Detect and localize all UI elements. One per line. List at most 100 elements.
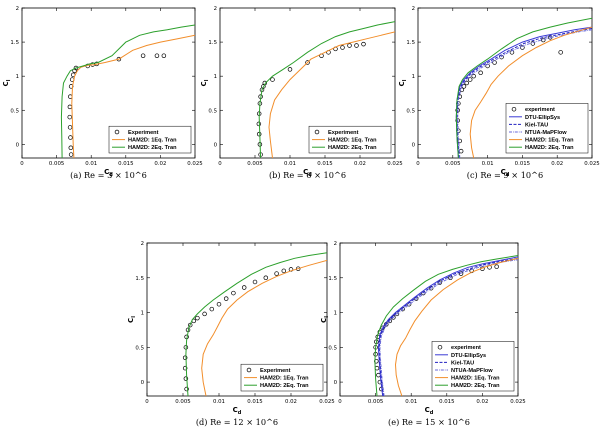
x-tick-label: 0.01	[482, 161, 494, 167]
caption: (a) Re = 3 × 10^6	[70, 170, 147, 180]
x-axis-label: Cd	[425, 406, 434, 416]
series-line-ham2d-1eq-tran	[469, 26, 592, 158]
series-group	[256, 21, 395, 158]
experiment-point	[340, 45, 345, 50]
y-axis-label: Cl	[320, 316, 330, 323]
y-tick-label: 0.5	[208, 108, 217, 114]
x-tick-label: 0.015	[118, 161, 133, 167]
y-axis-label-main: C	[200, 81, 208, 86]
experiment-point	[209, 306, 215, 312]
experiment-point	[305, 60, 310, 65]
x-tick-label: 0.015	[439, 399, 454, 405]
plot-frame	[21, 7, 196, 159]
y-axis-label-main: C	[2, 81, 10, 86]
x-tick-label: 0.015	[515, 161, 530, 167]
y-axis-label-sub: l	[6, 79, 12, 81]
x-tick-label: 0.025	[187, 161, 202, 167]
legend-label: HAM2D: 2Eq. Tran	[260, 383, 309, 389]
x-tick-label: 0.005	[445, 161, 460, 167]
y-tick-label: 1	[16, 74, 19, 80]
y-tick-label: 1.5	[135, 276, 144, 282]
experiment-point	[494, 264, 499, 269]
x-tick-label: 0	[416, 161, 420, 167]
experiment-point	[216, 301, 222, 307]
x-tick-label: 0.015	[317, 161, 332, 167]
experiment-point	[202, 311, 207, 317]
x-axis-label-main: C	[104, 168, 109, 176]
chart-panel-c: 0 0.005 0.01 0.015 0.02 0.02500.511.52CdClexp…	[398, 6, 600, 180]
x-tick-label: 0.02	[154, 161, 166, 167]
x-tick-label: 0.025	[510, 399, 525, 405]
y-tick-label: 0	[141, 380, 145, 386]
legend-label: Kiel-TAU	[451, 360, 474, 366]
y-axis-label-sub: l	[131, 316, 137, 318]
y-axis-label: Cl	[2, 79, 12, 86]
experiment-point	[354, 43, 359, 48]
plot-frame	[417, 7, 593, 159]
x-tick-label: 0.02	[285, 399, 297, 405]
x-axis-label-sub: d	[308, 172, 312, 178]
chart-panel-a: 0 0.005 0.01 0.015 0.02 0.02500.511.52CdClExp…	[2, 6, 203, 180]
experiment-point	[263, 275, 269, 281]
experiment-point	[256, 131, 262, 137]
y-axis-label-sub: l	[204, 79, 210, 81]
y-axis-label: Cl	[398, 79, 408, 86]
x-axis-label: Cd	[233, 406, 242, 416]
x-tick-label: 0.025	[584, 161, 599, 167]
experiment-point	[187, 322, 193, 328]
experiment-point	[347, 43, 352, 48]
x-tick-label: 0	[338, 399, 342, 405]
experiment-point	[67, 114, 72, 120]
y-tick-label: 0	[412, 142, 416, 148]
x-tick-label: 0.01	[213, 399, 225, 405]
x-axis-label: Cd	[104, 168, 113, 178]
legend-marker	[511, 106, 517, 112]
y-tick-label: 1.5	[328, 276, 337, 282]
y-tick-label: 0.5	[10, 108, 19, 114]
x-tick-label: 0	[218, 161, 222, 167]
experiment-point	[140, 53, 146, 58]
experiment-point	[558, 50, 563, 55]
experiment-point	[161, 53, 167, 58]
x-tick-label: 0.01	[284, 161, 296, 167]
plot-frame	[339, 242, 519, 397]
experiment-point	[467, 77, 473, 82]
legend-marker	[246, 367, 252, 373]
experiment-point	[184, 386, 189, 392]
chart-panel-b: 0 0.005 0.01 0.015 0.02 0.02500.511.52CdClExp…	[200, 6, 403, 180]
series-line-ntua-mapflow	[379, 259, 518, 396]
x-axis-label-sub: d	[238, 410, 242, 416]
legend-label: DTU-EllipSys	[525, 115, 560, 121]
experiment-point	[182, 365, 188, 371]
legend-box	[431, 341, 515, 392]
legend-marker	[114, 129, 120, 135]
experiment-point	[252, 279, 258, 285]
legend-label: NTUA-MaPFlow	[525, 130, 567, 136]
legend-label: HAM2D: 1Eq. Tran	[260, 376, 309, 382]
y-tick-label: 2	[16, 6, 19, 12]
y-tick-label: 1.5	[406, 40, 415, 46]
experiment-point	[281, 268, 287, 274]
x-tick-label: 0.02	[476, 399, 488, 405]
experiment-point	[68, 152, 74, 157]
x-tick-label: 0.025	[319, 399, 334, 405]
x-tick-label: 0.005	[368, 399, 383, 405]
caption: (d) Re = 12 × 10^6	[196, 417, 278, 427]
experiment-point	[270, 77, 275, 82]
legend-box	[505, 103, 589, 154]
legend-label: experiment	[451, 345, 481, 351]
experiment-point	[154, 53, 160, 58]
x-axis-label: Cd	[303, 168, 312, 178]
y-tick-label: 2	[334, 241, 337, 247]
series-line-ham2d-1eq-tran	[71, 34, 195, 158]
series-line-dtu-ellipsys	[377, 256, 518, 396]
experiment-point	[68, 84, 74, 89]
series-group	[455, 17, 592, 158]
y-axis-label: Cl	[127, 316, 137, 323]
experiment-point	[287, 67, 293, 72]
x-tick-label: 0	[145, 399, 149, 405]
experiment-point	[464, 80, 469, 86]
